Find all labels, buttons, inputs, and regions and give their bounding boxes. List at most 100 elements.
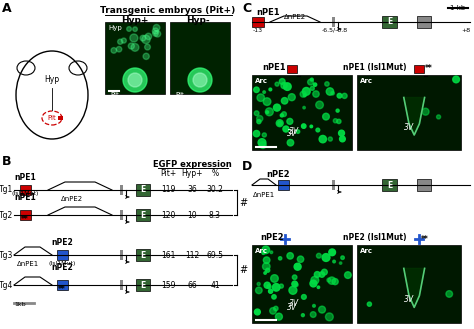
Circle shape (116, 46, 122, 52)
Circle shape (319, 136, 327, 143)
Polygon shape (404, 97, 425, 135)
Circle shape (145, 44, 150, 50)
Text: Hyp: Hyp (108, 25, 122, 31)
Text: 161: 161 (161, 250, 175, 260)
Circle shape (327, 278, 331, 282)
Circle shape (345, 272, 351, 278)
Circle shape (143, 53, 149, 60)
Text: Arc: Arc (360, 78, 373, 84)
Bar (417, 179, 431, 191)
Circle shape (316, 128, 319, 132)
Circle shape (311, 276, 319, 284)
Circle shape (314, 271, 320, 277)
Circle shape (256, 115, 263, 122)
Bar (357, 245, 461, 323)
Circle shape (337, 119, 341, 124)
Circle shape (152, 28, 158, 34)
Text: nPE2: nPE2 (260, 233, 284, 242)
Circle shape (289, 286, 297, 294)
Circle shape (297, 256, 304, 263)
Text: 3V: 3V (289, 299, 299, 308)
Text: -13: -13 (253, 28, 263, 33)
Text: #: # (239, 265, 247, 275)
Circle shape (453, 76, 459, 83)
Circle shape (153, 24, 160, 31)
Text: Tg3: Tg3 (0, 250, 13, 260)
Text: nPE1: nPE1 (14, 173, 36, 182)
Bar (120, 185, 123, 195)
Circle shape (121, 38, 127, 43)
Bar (136, 184, 150, 196)
Circle shape (287, 139, 294, 146)
Circle shape (302, 88, 310, 95)
Circle shape (266, 268, 270, 272)
Circle shape (273, 104, 281, 111)
Bar (136, 279, 150, 291)
Circle shape (263, 263, 270, 270)
Circle shape (332, 279, 338, 285)
Text: +8: +8 (461, 28, 471, 33)
Circle shape (111, 48, 117, 53)
Bar (57, 250, 68, 260)
Circle shape (267, 285, 271, 289)
Text: Tg2: Tg2 (0, 211, 13, 219)
Circle shape (262, 246, 270, 254)
Bar (105, 22, 165, 94)
Circle shape (273, 306, 278, 311)
Text: nPE2: nPE2 (266, 170, 290, 179)
Circle shape (153, 31, 158, 36)
Text: -6.5/-0.8: -6.5/-0.8 (322, 28, 348, 33)
Text: 1kb: 1kb (14, 302, 26, 307)
Circle shape (140, 35, 146, 41)
Text: ΔnPE1: ΔnPE1 (253, 192, 275, 198)
Bar (57, 280, 68, 290)
Circle shape (288, 94, 295, 101)
Circle shape (264, 257, 270, 264)
Circle shape (279, 79, 285, 84)
Circle shape (310, 86, 314, 90)
Text: ΔnPE1: ΔnPE1 (17, 261, 39, 267)
Circle shape (254, 111, 259, 115)
Circle shape (328, 137, 332, 141)
Circle shape (337, 93, 342, 98)
Circle shape (317, 253, 321, 258)
Text: nPE2: nPE2 (51, 238, 73, 247)
Bar (20, 210, 31, 220)
Circle shape (326, 88, 334, 95)
Circle shape (276, 120, 283, 127)
Circle shape (262, 133, 266, 137)
Circle shape (294, 283, 298, 287)
Text: 10: 10 (187, 211, 197, 219)
Circle shape (275, 82, 279, 86)
Text: nPE1: nPE1 (262, 63, 286, 72)
Text: ΔnPE2: ΔnPE2 (61, 196, 83, 202)
Text: nPE1: nPE1 (14, 193, 36, 202)
Text: #: # (239, 197, 247, 208)
Circle shape (339, 136, 345, 142)
Text: **: ** (58, 285, 66, 294)
Circle shape (271, 275, 278, 282)
Text: **: ** (425, 64, 433, 73)
Circle shape (283, 126, 289, 132)
Bar (278, 180, 289, 190)
Bar (20, 185, 31, 195)
Circle shape (257, 94, 264, 101)
Circle shape (437, 115, 441, 119)
Circle shape (145, 33, 152, 39)
Text: E: E (140, 281, 146, 290)
Text: **: ** (421, 235, 429, 244)
Circle shape (328, 277, 336, 284)
Bar (252, 17, 264, 27)
Text: %: % (211, 169, 219, 178)
Circle shape (272, 295, 276, 299)
Circle shape (317, 286, 319, 289)
Bar (252, 75, 352, 150)
Text: Arc: Arc (255, 248, 268, 254)
Circle shape (130, 34, 138, 42)
Text: nPE1: nPE1 (256, 8, 280, 17)
Bar (414, 65, 424, 73)
Text: **: ** (21, 215, 29, 224)
Text: 3V: 3V (287, 129, 297, 138)
Circle shape (254, 87, 259, 92)
Text: E: E (387, 181, 392, 190)
